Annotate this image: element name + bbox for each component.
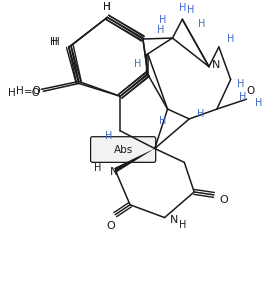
Text: H: H (198, 19, 206, 29)
Text: H: H (8, 88, 16, 98)
Text: H: H (50, 37, 58, 47)
Text: O: O (246, 86, 255, 96)
Text: H: H (159, 116, 166, 126)
Text: H: H (198, 109, 205, 119)
Text: H: H (103, 3, 111, 12)
Text: H: H (187, 6, 194, 15)
Text: H: H (134, 59, 142, 69)
Text: H: H (94, 163, 101, 173)
Text: O: O (106, 222, 115, 231)
Text: −O: −O (24, 88, 40, 98)
Text: N: N (170, 215, 178, 224)
Text: N: N (110, 167, 119, 177)
Text: H−O: H−O (16, 86, 40, 96)
Text: H: H (103, 3, 111, 12)
Text: H: H (179, 220, 186, 231)
Text: H: H (239, 92, 246, 102)
Polygon shape (114, 148, 155, 172)
Text: H: H (255, 98, 262, 108)
Text: O: O (219, 195, 228, 205)
Text: Abs: Abs (114, 144, 133, 155)
Text: N: N (212, 60, 220, 70)
Text: H: H (237, 79, 244, 89)
FancyBboxPatch shape (91, 137, 156, 162)
Text: H: H (179, 3, 186, 13)
Text: H: H (227, 34, 234, 44)
Text: H: H (52, 37, 60, 47)
Text: H: H (105, 131, 112, 141)
Text: H: H (159, 15, 166, 25)
Text: H: H (157, 25, 164, 35)
